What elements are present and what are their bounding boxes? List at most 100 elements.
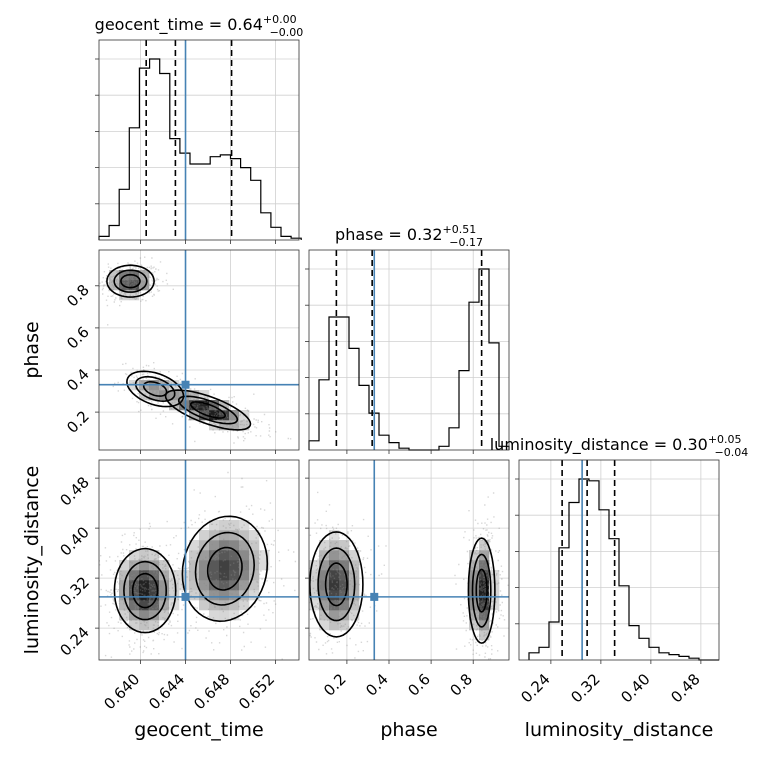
x-axis-label-phase: phase [380, 719, 437, 741]
density-cell [479, 580, 490, 591]
density-cell [139, 600, 150, 611]
density-cell [139, 610, 150, 621]
density-cell [309, 590, 320, 601]
density-cell [339, 580, 350, 591]
density-cell [249, 570, 260, 581]
density-cell [469, 580, 480, 591]
density-cell [209, 550, 220, 561]
density-cell [319, 570, 330, 581]
density-cell [319, 540, 330, 551]
panel-content [99, 460, 299, 660]
density-cell [169, 580, 180, 591]
density-cell [239, 520, 250, 531]
x-tick-label: 0.48 [667, 670, 703, 706]
density-cell [339, 560, 350, 571]
panel-frame [308, 459, 510, 661]
density-cell [229, 610, 240, 621]
y-tick-label: 0.4 [63, 365, 93, 395]
contour-outer [106, 264, 155, 298]
density-cell [219, 400, 230, 411]
x-tick-label: 0.640 [100, 670, 143, 713]
density-cell [219, 550, 230, 561]
hist-title: phase = 0.32+0.51 −0.17 [335, 223, 483, 249]
y-tick-label: 0.24 [56, 623, 92, 659]
density-cell [339, 540, 350, 551]
density-cell [219, 420, 230, 431]
histogram-step [98, 58, 302, 240]
contour-inner [317, 547, 356, 622]
density-cell [329, 570, 340, 581]
title-plus: +0.00 [263, 13, 297, 26]
density-cell [199, 600, 210, 611]
y-tick-label: 0.40 [56, 523, 92, 559]
density-cell [139, 620, 150, 631]
truth-marker [181, 592, 190, 601]
density-cell [239, 540, 250, 551]
density-cell [339, 570, 350, 581]
density-cell [349, 550, 360, 561]
density-cell [129, 600, 140, 611]
density-cell [189, 580, 200, 591]
density-cell [229, 530, 240, 541]
y-tick-label: 0.32 [56, 573, 92, 609]
contour-inner [177, 395, 239, 425]
density-cell [339, 550, 350, 561]
density-cell [169, 590, 180, 601]
density-cell [189, 570, 200, 581]
density-cell [259, 550, 270, 561]
density-cell [249, 590, 260, 601]
density-cell [219, 530, 230, 541]
density-cell [319, 550, 330, 561]
density-cell [319, 600, 330, 611]
density-cell [149, 610, 160, 621]
hist-title: geocent_time = 0.64+0.00 −0.00 [95, 13, 304, 39]
density-cell [159, 610, 170, 621]
density-cell [349, 600, 360, 611]
title-main: phase = 0.32 [335, 225, 442, 244]
density-cell [229, 590, 240, 601]
x-tick-label: 0.32 [567, 670, 603, 706]
density-cell [209, 610, 220, 621]
density-cell [479, 570, 490, 581]
hist-panel-luminosity_distance: luminosity_distance = 0.30+0.05 −0.04 [490, 433, 749, 664]
density-cell [209, 560, 220, 571]
density-cell [129, 590, 140, 601]
density-cell [349, 560, 360, 571]
histogram-step [528, 478, 719, 661]
density-cell [219, 590, 230, 601]
contour-inner [123, 560, 168, 621]
density-cell [119, 600, 130, 611]
density-cell [329, 590, 340, 601]
title-plus: +0.05 [708, 433, 742, 446]
x-tick-label: 0.652 [235, 670, 278, 713]
truth-marker [370, 592, 379, 601]
density-cell [119, 270, 130, 281]
x-tick-label: 0.648 [190, 670, 233, 713]
density-cell [469, 560, 480, 571]
density-cell [199, 570, 210, 581]
density-cell [209, 600, 220, 611]
contour-outer [126, 370, 185, 408]
density-cell [179, 400, 190, 411]
density-cell [469, 620, 480, 631]
density-cell [479, 540, 490, 551]
density-cell [309, 570, 320, 581]
x-tick-label: 0.644 [145, 670, 188, 713]
density-cell [229, 540, 240, 551]
contour-inner [324, 562, 348, 607]
panel-frame [98, 459, 300, 661]
title-minus: −0.04 [715, 446, 749, 459]
x-tick-label: 0.2 [320, 670, 350, 700]
y-tick-label: 0.2 [63, 407, 93, 437]
density-cell [309, 580, 320, 591]
density-cell [479, 600, 490, 611]
density-cell [249, 550, 260, 561]
density-cell [129, 550, 140, 561]
density-cell [479, 610, 490, 621]
density-cell [249, 540, 260, 551]
density-cell [339, 610, 350, 621]
contour-inner [194, 531, 256, 606]
density-cell [219, 610, 230, 621]
density-cell [149, 550, 160, 561]
density-cell [239, 550, 250, 561]
